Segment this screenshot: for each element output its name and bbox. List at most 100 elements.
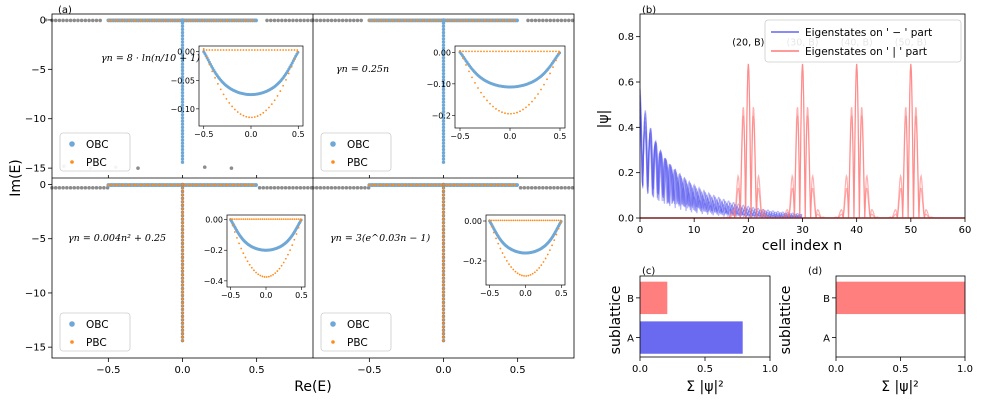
pbc-point (205, 184, 207, 186)
inset-pbc-point (551, 244, 553, 246)
pbc-point (232, 19, 234, 21)
inset-pbc-point (291, 66, 293, 68)
ytick-label: 0.4 (618, 123, 634, 134)
inset-pbc-point (521, 275, 523, 277)
vertical-point (442, 44, 445, 47)
pbc-point (175, 19, 177, 21)
grey-point (537, 186, 541, 190)
vertical-pbc-point (181, 201, 183, 203)
inset-pbc-point (293, 239, 295, 241)
grey-point (352, 186, 356, 190)
inset-pbc-point (247, 260, 249, 262)
vertical-pbc-point (181, 322, 183, 324)
inset-pbc-point (555, 234, 557, 236)
legend-obc-marker (330, 141, 336, 147)
inset-pbc-point (206, 56, 208, 58)
grey-point (548, 186, 552, 190)
vertical-pbc-point (181, 197, 183, 199)
grey-point (302, 186, 306, 190)
vertical-pbc-point (181, 249, 183, 251)
inset-pbc-point (277, 49, 279, 51)
pbc-point (371, 184, 373, 186)
pbc-point (238, 184, 240, 186)
pbc-point (374, 184, 376, 186)
inset-pbc-point (525, 50, 527, 52)
vertical-pbc-point (442, 235, 444, 237)
inset-pbc-point (251, 49, 253, 51)
inset-pbc-point (489, 50, 491, 52)
category-label: A (823, 334, 830, 345)
inset-pbc-point (483, 50, 485, 52)
inset-pbc-point (234, 231, 236, 233)
inset-pbc-point (560, 220, 562, 222)
inset-pbc-point (276, 270, 278, 272)
pbc-point (490, 19, 492, 21)
inset-xtick-label: −0.5 (221, 291, 240, 300)
legend-pbc-label: PBC (347, 157, 368, 169)
inset-pbc-point (257, 49, 259, 51)
inset-pbc-point (266, 276, 268, 278)
pbc-point (107, 19, 109, 21)
category-label: A (627, 334, 634, 345)
inset-pbc-point (502, 220, 504, 222)
vertical-point (181, 44, 184, 47)
pbc-point (395, 19, 397, 21)
vertical-point (442, 34, 445, 37)
inset-pbc-point (498, 50, 500, 52)
vertical-point (181, 123, 184, 126)
inset-pbc-point (543, 220, 545, 222)
pbc-point (178, 184, 180, 186)
panel-c-ylabel: sublattice (608, 286, 624, 355)
grey-point (61, 186, 65, 190)
vertical-point (442, 28, 445, 31)
grey-point (98, 19, 102, 23)
inset-pbc-point (237, 49, 239, 51)
xtick-label: 0.0 (436, 365, 452, 376)
pbc-point (137, 19, 139, 21)
pbc-point (487, 184, 489, 186)
inset-pbc-point (525, 275, 527, 277)
inset-pbc-point (504, 220, 506, 222)
grey-point (345, 19, 349, 23)
inset-pbc-point (245, 218, 247, 220)
inset-pbc-point (242, 218, 244, 220)
inset-pbc-point (483, 96, 485, 98)
pbc-point (184, 184, 186, 186)
xtick-label: 10 (688, 225, 701, 236)
vertical-point (442, 160, 445, 163)
vertical-point (181, 37, 184, 40)
vertical-pbc-point (181, 298, 183, 300)
pbc-point (475, 184, 477, 186)
vertical-point (442, 138, 445, 141)
vertical-pbc-point (442, 308, 444, 310)
inset-pbc-point (560, 221, 562, 223)
pbc-point (434, 184, 436, 186)
inset-pbc-point (265, 49, 267, 51)
inset-pbc-point (264, 276, 266, 278)
inset-xtick-label: −0.5 (480, 289, 499, 298)
legend-obc-marker (69, 141, 75, 147)
vertical-point (442, 91, 445, 94)
pbc-point (436, 184, 438, 186)
inset-pbc-point (515, 271, 517, 273)
pbc-point (247, 19, 249, 21)
pbc-point (466, 184, 468, 186)
vertical-point (181, 28, 184, 31)
pbc-point (190, 19, 192, 21)
inset-pbc-point (232, 218, 234, 220)
pbc-point (368, 19, 370, 21)
inset-pbc-point (243, 49, 245, 51)
vertical-pbc-point (442, 183, 444, 185)
inset-2: 0.00−0.10−0.2−0.5 0.0 0.5 (426, 46, 566, 141)
vertical-point (181, 148, 184, 151)
pbc-point (395, 184, 397, 186)
pbc-point (202, 184, 204, 186)
pbc-point (226, 19, 228, 21)
inset-pbc-point (531, 50, 533, 52)
pbc-point (383, 184, 385, 186)
inset-pbc-point (547, 220, 549, 222)
legend-pbc-label: PBC (86, 157, 107, 169)
grey-point (265, 19, 269, 23)
pbc-point (190, 184, 192, 186)
inset-pbc-point (270, 275, 272, 277)
